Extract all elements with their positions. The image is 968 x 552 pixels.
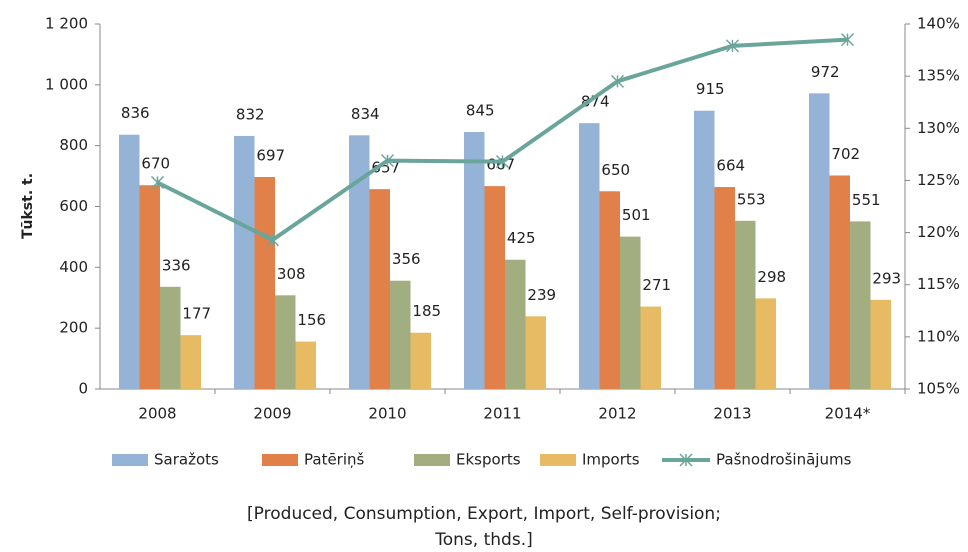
bar: [254, 176, 275, 389]
legend-label: Eksports: [456, 451, 521, 469]
legend-label: Imports: [582, 451, 640, 469]
value-label: 667: [486, 156, 515, 174]
x-tick-label: 2011: [483, 405, 521, 423]
y-tick-label: 400: [59, 258, 88, 276]
value-label: 845: [466, 101, 495, 119]
bar: [139, 185, 160, 389]
y2-tick-label: 140%: [917, 15, 960, 33]
value-label: 425: [507, 229, 536, 247]
bar: [505, 259, 526, 389]
y2-tick-label: 105%: [917, 380, 960, 398]
legend-swatch: [112, 454, 148, 466]
legend-swatch: [540, 454, 576, 466]
value-label: 874: [581, 93, 610, 111]
value-label: 657: [371, 159, 400, 177]
y-tick-label: 1 000: [45, 75, 88, 93]
marker: [840, 33, 855, 47]
note: [Produced, Consumption, Export, Import, …: [247, 504, 721, 524]
value-label: 553: [737, 190, 766, 208]
legend-label: Saražots: [154, 451, 219, 469]
bar: [599, 191, 620, 389]
bar: [464, 131, 485, 389]
bar: [484, 186, 505, 389]
bar: [829, 175, 850, 389]
bar: [119, 134, 140, 389]
value-label: 177: [182, 305, 211, 323]
value-label: 156: [297, 311, 326, 329]
value-label: 336: [162, 256, 191, 274]
value-label: 702: [831, 145, 860, 163]
bar: [160, 286, 181, 389]
value-label: 836: [121, 104, 150, 122]
y-tick-label: 200: [59, 319, 88, 337]
bar: [275, 295, 296, 389]
value-label: 650: [601, 161, 630, 179]
y2-tick-label: 110%: [917, 327, 960, 345]
y-axis-label: Tūkst. t.: [20, 173, 36, 239]
marker: [380, 154, 395, 168]
bar: [234, 135, 255, 389]
y-tick-label: 0: [78, 380, 88, 398]
x-tick-label: 2014*: [825, 405, 871, 423]
bar: [410, 332, 431, 389]
y-tick-label: 1 200: [45, 15, 88, 33]
x-tick-label: 2009: [253, 405, 291, 423]
bar: [369, 189, 390, 389]
value-label: 239: [527, 286, 556, 304]
value-label: 670: [141, 155, 170, 173]
marker: [495, 155, 510, 169]
y-tick-label: 600: [59, 197, 88, 215]
y2-tick-label: 125%: [917, 171, 960, 189]
bar: [295, 341, 316, 389]
bar: [850, 221, 871, 389]
legend-swatch: [679, 453, 693, 467]
legend-label: Pašnodrošinājums: [716, 451, 852, 469]
legend-swatch: [262, 454, 298, 466]
note: Tons, thds.]: [434, 530, 532, 550]
value-label: 293: [872, 269, 901, 287]
value-label: 915: [696, 80, 725, 98]
bar: [390, 280, 411, 389]
bar: [620, 236, 641, 389]
marker: [265, 233, 280, 247]
y2-tick-label: 135%: [917, 67, 960, 85]
bar: [809, 93, 830, 389]
y2-tick-label: 115%: [917, 275, 960, 293]
value-label: 308: [277, 265, 306, 283]
bar: [525, 316, 546, 389]
bar: [735, 220, 756, 389]
legend-swatch: [414, 454, 450, 466]
y2-tick-label: 130%: [917, 119, 960, 137]
bar: [180, 335, 201, 389]
bar: [579, 123, 600, 390]
bar: [714, 187, 735, 389]
bar: [694, 110, 715, 389]
bar: [349, 135, 370, 389]
value-label: 664: [716, 157, 745, 175]
marker: [725, 39, 740, 53]
value-label: 832: [236, 105, 265, 123]
value-label: 972: [811, 63, 840, 81]
x-tick-label: 2013: [713, 405, 751, 423]
marker: [610, 74, 625, 88]
bar: [755, 298, 776, 389]
value-label: 185: [412, 302, 441, 320]
y-tick-label: 800: [59, 136, 88, 154]
x-tick-label: 2008: [138, 405, 176, 423]
x-tick-label: 2010: [368, 405, 406, 423]
x-tick-label: 2012: [598, 405, 636, 423]
value-label: 271: [642, 276, 671, 294]
value-label: 356: [392, 250, 421, 268]
value-label: 834: [351, 105, 380, 123]
value-label: 298: [757, 268, 786, 286]
value-label: 697: [256, 146, 285, 164]
legend-label: Patēriņš: [304, 451, 365, 469]
value-label: 501: [622, 206, 651, 224]
bar: [870, 299, 891, 389]
value-label: 551: [852, 191, 881, 209]
y2-tick-label: 120%: [917, 223, 960, 241]
marker: [150, 175, 165, 190]
bar: [640, 306, 661, 389]
